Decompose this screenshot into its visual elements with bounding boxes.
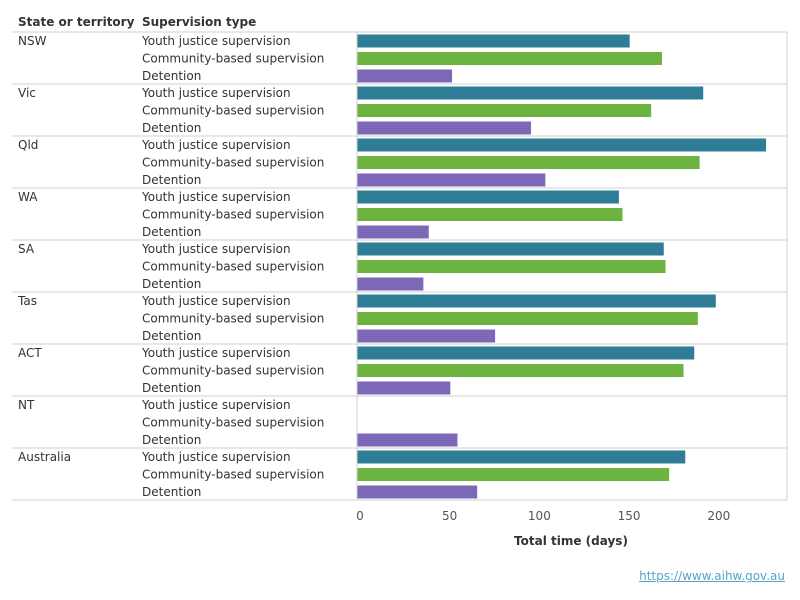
x-tick-label: 50: [442, 509, 457, 523]
series-label: Youth justice supervision: [141, 294, 291, 308]
bar: [357, 190, 619, 204]
bar: [357, 104, 652, 117]
bar: [357, 225, 429, 239]
bar: [357, 52, 662, 65]
x-tick-label: 100: [528, 509, 551, 523]
bar: [357, 260, 666, 273]
state-label: Qld: [18, 138, 38, 152]
series-label: Detention: [142, 121, 201, 135]
series-label: Youth justice supervision: [141, 34, 291, 48]
bar: [357, 450, 686, 464]
series-label: Youth justice supervision: [141, 450, 291, 464]
series-label: Youth justice supervision: [141, 138, 291, 152]
bar: [357, 381, 451, 395]
series-label: Community-based supervision: [142, 468, 324, 482]
bar: [357, 86, 704, 100]
series-label: Youth justice supervision: [141, 346, 291, 360]
x-tick-label: 200: [707, 509, 730, 523]
bar: [357, 156, 700, 169]
series-label: Detention: [142, 485, 201, 499]
state-label: SA: [18, 242, 35, 256]
x-tick-label: 0: [356, 509, 364, 523]
series-label: Youth justice supervision: [141, 398, 291, 412]
series-label: Detention: [142, 329, 201, 343]
bar: [357, 294, 716, 308]
series-label: Detention: [142, 433, 201, 447]
series-label: Community-based supervision: [142, 416, 324, 430]
series-label: Community-based supervision: [142, 312, 324, 326]
bar: [357, 277, 424, 291]
bar: [357, 329, 496, 343]
state-label: NSW: [18, 34, 47, 48]
series-label: Community-based supervision: [142, 156, 324, 170]
series-label: Detention: [142, 277, 201, 291]
bar: [357, 312, 698, 325]
bar: [357, 433, 458, 447]
state-label: Tas: [17, 294, 37, 308]
bar: [357, 364, 684, 377]
state-label: NT: [18, 398, 35, 412]
bar: [357, 485, 478, 499]
bar: [357, 138, 766, 152]
series-label: Community-based supervision: [142, 104, 324, 118]
bar: [357, 242, 664, 256]
series-label: Community-based supervision: [142, 260, 324, 274]
bar: [357, 69, 453, 83]
series-label: Youth justice supervision: [141, 190, 291, 204]
bar: [357, 173, 546, 187]
bar: [357, 346, 695, 360]
series-label: Community-based supervision: [142, 364, 324, 378]
x-tick-label: 150: [618, 509, 641, 523]
series-label: Detention: [142, 381, 201, 395]
bar: [357, 208, 623, 221]
series-label: Youth justice supervision: [141, 86, 291, 100]
series-label: Detention: [142, 225, 201, 239]
source-link[interactable]: https://www.aihw.gov.au: [639, 569, 785, 583]
bar: [357, 468, 670, 481]
state-label: WA: [18, 190, 38, 204]
series-label: Community-based supervision: [142, 208, 324, 222]
series-label: Community-based supervision: [142, 52, 324, 66]
series-label: Youth justice supervision: [141, 242, 291, 256]
header-supervision-type: Supervision type: [142, 15, 257, 29]
state-label: Vic: [18, 86, 36, 100]
bar: [357, 121, 532, 135]
series-label: Detention: [142, 69, 201, 83]
series-label: Detention: [142, 173, 201, 187]
bar: [357, 34, 630, 48]
state-label: Australia: [18, 450, 71, 464]
x-axis-title: Total time (days): [514, 534, 628, 548]
state-label: ACT: [18, 346, 42, 360]
header-state: State or territory: [18, 15, 135, 29]
bar-chart: NSW Youth justice supervision Community-ba…: [12, 31, 788, 548]
